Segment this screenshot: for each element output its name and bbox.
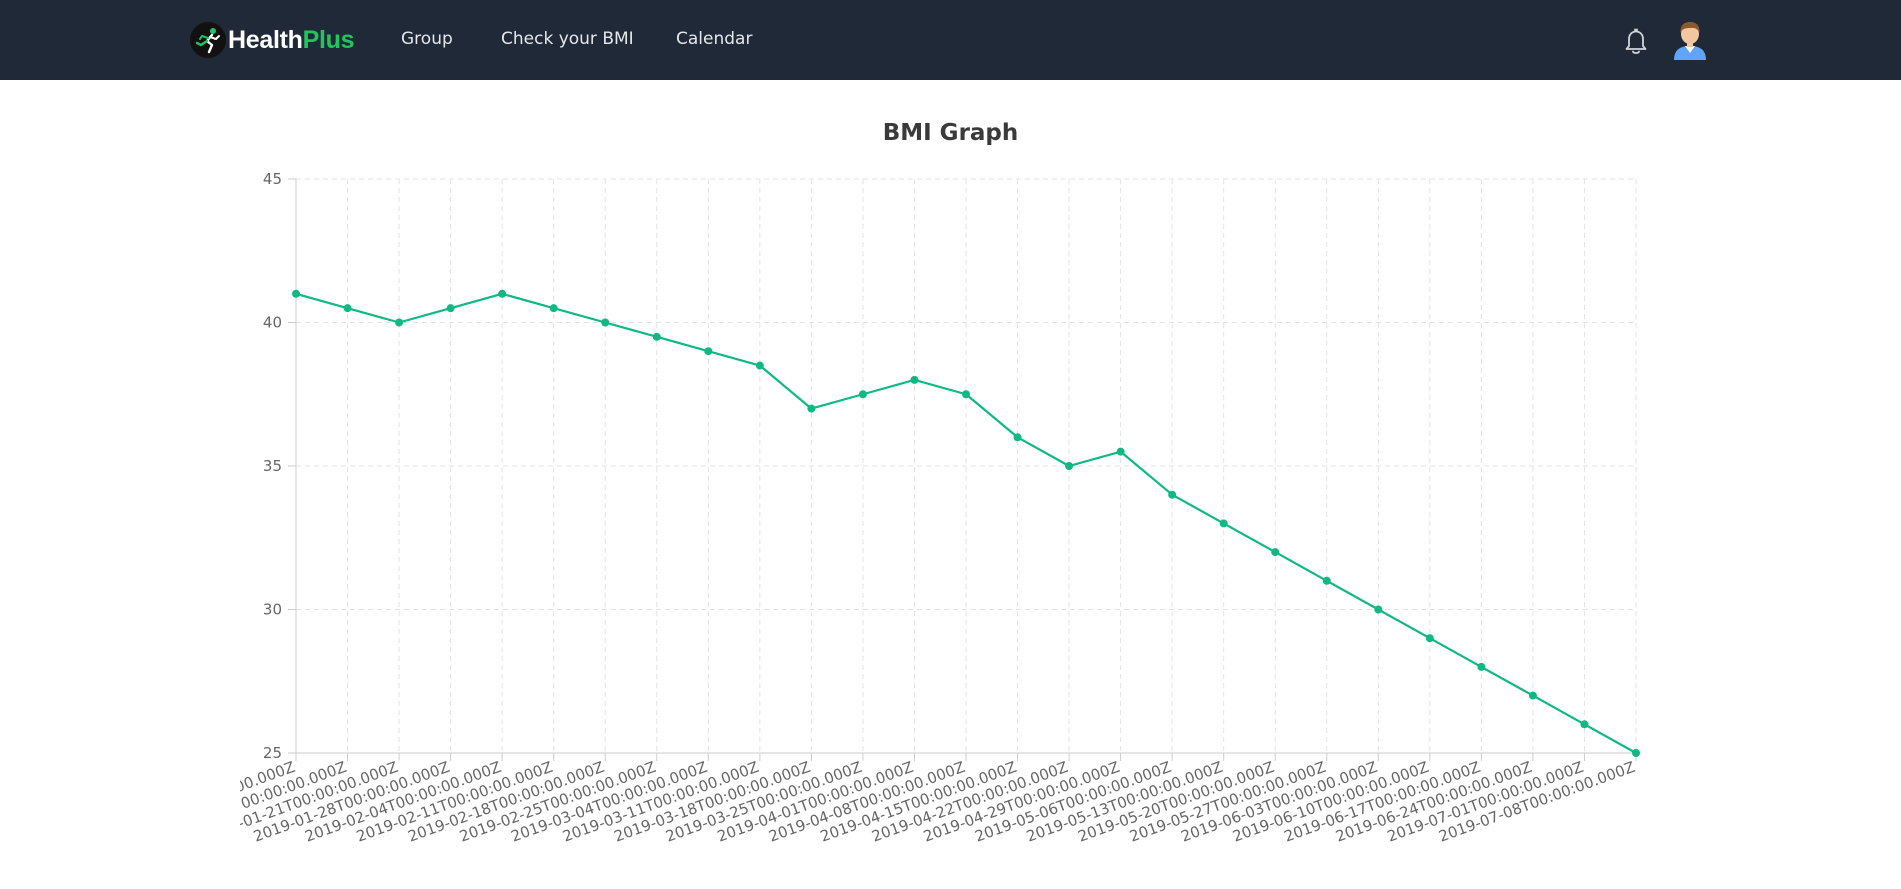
bmi-data-point (1013, 433, 1022, 442)
bmi-data-point (652, 332, 661, 341)
bell-icon[interactable] (1622, 26, 1650, 56)
bmi-data-point (1632, 749, 1640, 757)
bmi-data-point (1425, 634, 1434, 643)
brand-name: HealthPlus (228, 25, 355, 55)
y-tick-label: 35 (263, 457, 282, 475)
bmi-data-point (1477, 662, 1486, 671)
bmi-data-point (807, 404, 816, 413)
bmi-data-point (1271, 548, 1280, 557)
grid-lines (288, 178, 1637, 761)
bmi-data-point (1116, 447, 1125, 456)
bmi-data-point (704, 347, 713, 356)
bmi-data-point (549, 304, 558, 313)
bmi-data-point (858, 390, 867, 399)
bmi-data-point (1374, 605, 1383, 614)
user-avatar-icon[interactable] (1672, 20, 1708, 60)
y-tick-label: 45 (263, 170, 282, 188)
bmi-data-point (755, 361, 764, 370)
bmi-data-point (343, 304, 352, 313)
bmi-data-point (1065, 462, 1074, 470)
y-tick-label: 30 (263, 601, 282, 619)
bmi-data-point (395, 318, 404, 327)
bmi-data-point (446, 304, 455, 313)
nav-link-calendar[interactable]: Calendar (676, 29, 753, 49)
bmi-data-point (962, 390, 970, 399)
nav-link-group[interactable]: Group (401, 29, 453, 49)
nav-link-check-bmi[interactable]: Check your BMI (501, 29, 634, 49)
y-tick-label: 40 (263, 314, 282, 332)
x-tick-labels: 2019-01-07T00:00:00.000Z2019-01-14T00:00… (240, 758, 1637, 846)
bmi-data-point (1168, 490, 1177, 499)
bmi-data-point (910, 375, 919, 384)
brand-name-plus: Plus (302, 25, 355, 54)
brand-name-health: Health (228, 25, 303, 54)
y-tick-label: 25 (263, 744, 282, 762)
bmi-data-point (292, 289, 300, 298)
bmi-data-point (1219, 519, 1228, 528)
bmi-data-point (1322, 576, 1331, 585)
runner-logo-icon (190, 22, 226, 58)
chart-title: BMI Graph (882, 120, 1019, 146)
bmi-data-point (1580, 720, 1589, 729)
bmi-data-point (601, 318, 610, 327)
top-navbar: HealthPlus Group Check your BMI Calendar (0, 0, 1901, 80)
bmi-data-point (1528, 691, 1537, 700)
brand-logo[interactable]: HealthPlus (190, 22, 355, 58)
bmi-data-point (498, 289, 507, 298)
